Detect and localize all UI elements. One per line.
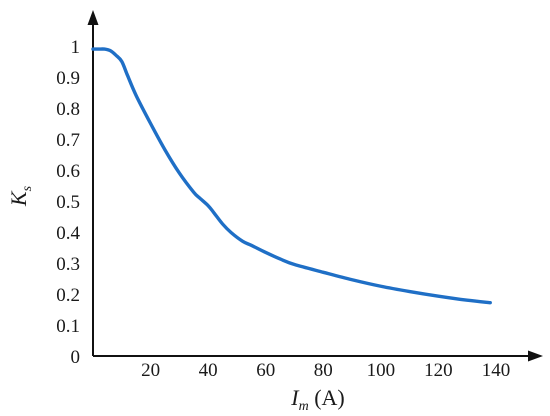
y-tick-label: 0.3 [56, 254, 80, 275]
series-layer [91, 47, 492, 305]
x-tick-label: 100 [367, 360, 396, 381]
x-tick-labels: 20 40 60 80 100 120 140 [141, 360, 510, 381]
y-axis-title: Ks [6, 185, 35, 207]
x-axis [93, 350, 543, 362]
y-axis-arrow [87, 10, 99, 25]
x-tick-label: 60 [256, 360, 275, 381]
series-line [91, 47, 492, 305]
x-tick-label: 120 [424, 360, 453, 381]
y-tick-label: 0.7 [56, 130, 80, 151]
y-tick-label: 0.5 [56, 192, 80, 213]
y-tick-label: 0.4 [56, 223, 80, 244]
y-tick-label: 0.9 [56, 68, 80, 89]
x-tick-label: 80 [314, 360, 333, 381]
y-tick-label: 0.2 [56, 285, 80, 306]
y-tick-label: 0 [71, 347, 81, 368]
x-axis-title: Im (A) [290, 385, 345, 414]
x-tick-label: 40 [199, 360, 218, 381]
x-tick-label: 140 [482, 360, 511, 381]
y-axis [87, 10, 99, 356]
x-axis-arrow [528, 350, 543, 362]
y-tick-labels: 0 0.1 0.2 0.3 0.4 0.5 0.6 0.7 0.8 0.9 1 [56, 37, 80, 368]
y-tick-label: 0.6 [56, 161, 80, 182]
y-tick-label: 0.1 [56, 316, 80, 337]
y-tick-label: 1 [71, 37, 81, 58]
x-tick-label: 20 [141, 360, 160, 381]
y-tick-label: 0.8 [56, 99, 80, 120]
